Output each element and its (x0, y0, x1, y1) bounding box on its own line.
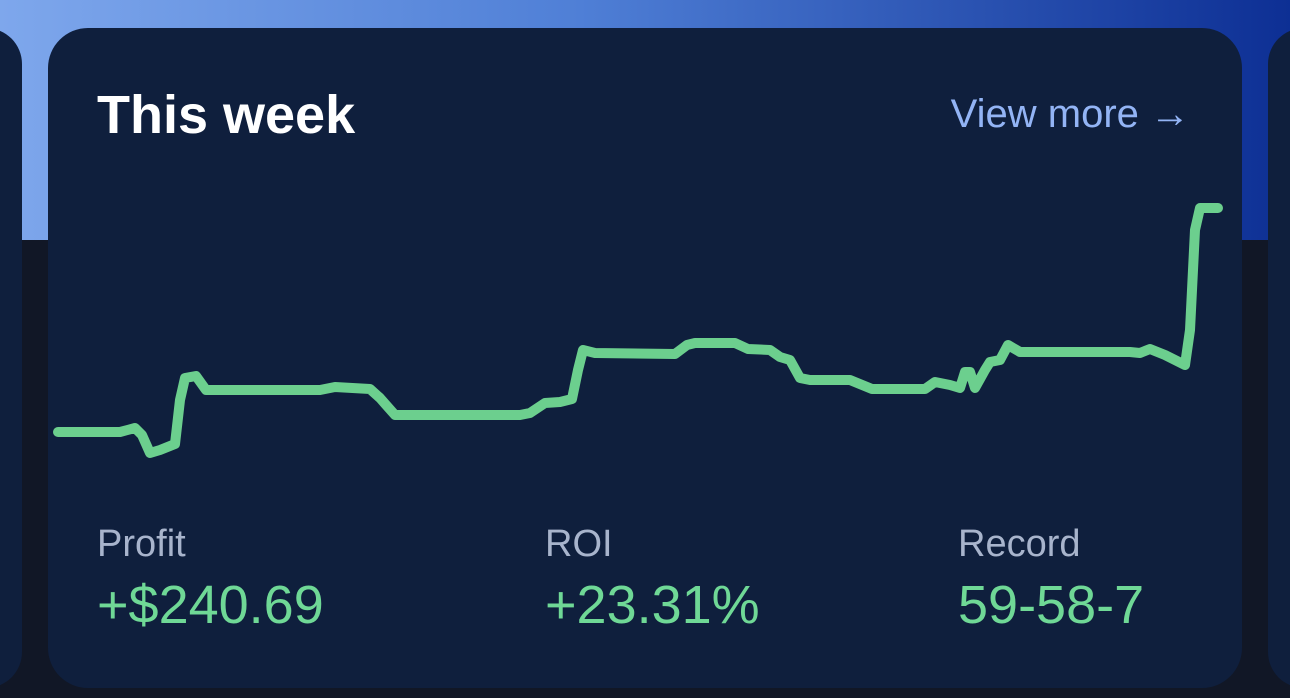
stat-label: Record (958, 523, 1081, 565)
sparkline (53, 203, 1223, 458)
stat-label: ROI (545, 523, 613, 565)
side-card-right[interactable] (1268, 28, 1290, 688)
card-title: This week (97, 85, 356, 145)
stat-value: 59-58-7 (958, 575, 1144, 635)
stat-value: +$240.69 (97, 575, 324, 635)
stat-label: Profit (97, 523, 186, 565)
side-card-left[interactable] (0, 28, 22, 688)
stat-value: +23.31% (545, 575, 760, 635)
view-more-link[interactable]: View more → (951, 92, 1190, 136)
